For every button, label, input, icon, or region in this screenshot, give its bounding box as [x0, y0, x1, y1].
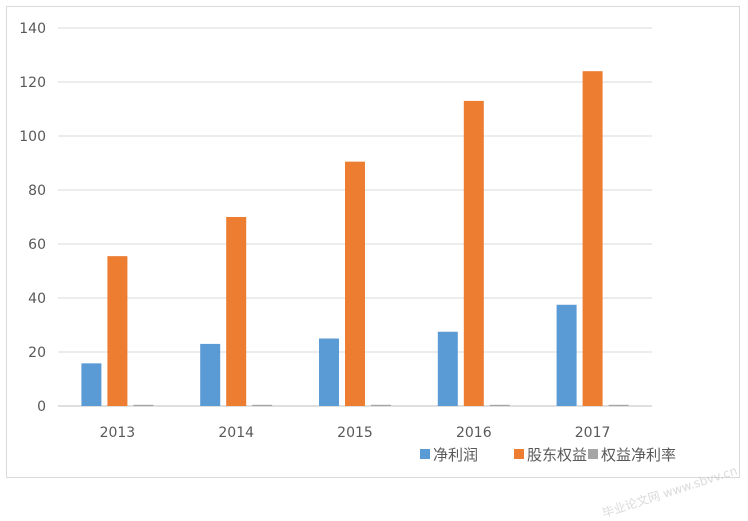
y-tick-label: 0 [37, 399, 46, 415]
legend-label-1: 股东权益 [527, 446, 587, 464]
x-tick-label: 2013 [100, 425, 136, 441]
bar-股东权益-2017 [582, 71, 603, 406]
bar-权益净利率-2015 [371, 404, 391, 406]
y-tick-label: 40 [28, 291, 46, 307]
y-tick-label: 20 [28, 345, 46, 361]
bar-权益净利率-2014 [252, 404, 273, 406]
y-tick-label: 140 [19, 21, 46, 37]
bar-股东权益-2016 [463, 100, 484, 407]
bar-净利润-2015 [319, 338, 339, 406]
bar-chart: 0 20 40 60 80 100 120 140 2013 2014 2015 2016 2017 净利… [19, 21, 676, 464]
bar-股东权益-2013 [107, 256, 128, 406]
legend-label-0: 净利润 [433, 446, 478, 464]
bar-权益净利率-2017 [608, 404, 629, 406]
bar-权益净利率-2013 [133, 404, 154, 406]
y-tick-label: 120 [19, 75, 46, 91]
x-tick-label: 2014 [218, 425, 254, 441]
x-tick-label: 2016 [456, 425, 492, 441]
legend-swatch-1 [514, 449, 524, 459]
bar-净利润-2016 [437, 331, 458, 406]
bar-股东权益-2015 [345, 161, 365, 406]
y-tick-label: 100 [19, 129, 46, 145]
legend-label-2: 权益净利率 [601, 446, 676, 464]
x-tick-label: 2015 [337, 425, 373, 441]
bar-净利润-2017 [556, 304, 577, 406]
bar-股东权益-2014 [226, 217, 247, 406]
bar-权益净利率-2016 [489, 404, 510, 406]
x-tick-label: 2017 [575, 425, 611, 441]
y-tick-label: 60 [28, 237, 46, 253]
chart-frame [6, 6, 740, 478]
legend-swatch-2 [588, 449, 598, 459]
legend-swatch-0 [420, 449, 430, 459]
bar-净利润-2013 [81, 363, 102, 406]
bar-净利润-2014 [200, 343, 221, 406]
y-tick-label: 80 [28, 183, 46, 199]
